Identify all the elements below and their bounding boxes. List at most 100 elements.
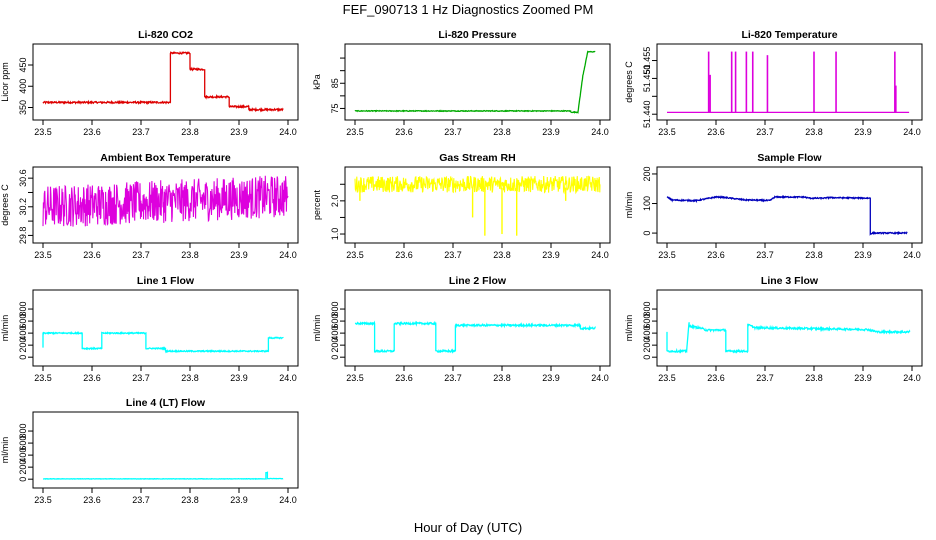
y-tick-label: 200 (642, 338, 652, 353)
y-tick-label: 0 (18, 355, 28, 360)
panel-gas-stream-rh: Gas Stream RH 23.5 23.6 23.7 23.8 23.9 24.0 1.0… (312, 152, 611, 260)
x-tick-label: 23.5 (346, 250, 364, 260)
y-tick-label: 0 (330, 355, 340, 360)
x-tick-label: 23.8 (181, 373, 199, 383)
x-tick-label: 23.7 (756, 127, 774, 137)
x-axis-label: Hour of Day (UTC) (414, 520, 522, 535)
plot-frame (32, 43, 299, 121)
x-tick-label: 23.6 (83, 373, 101, 383)
y-tick-label: 400 (330, 326, 340, 341)
x-tick-label: 23.8 (805, 250, 823, 260)
panel-sample-flow: Sample Flow 23.5 23.6 23.7 23.8 23.9 24.0 0 100 2… (624, 152, 923, 260)
y-axis-label: ml/min (312, 315, 322, 342)
x-tick-label: 23.7 (444, 250, 462, 260)
x-tick-label: 24.0 (591, 250, 609, 260)
x-tick-label: 23.6 (83, 250, 101, 260)
x-tick-label: 23.5 (346, 127, 364, 137)
data-series (42, 175, 289, 227)
y-tick-label: 51.455 (642, 47, 652, 75)
y-tick-label: 200 (18, 338, 28, 353)
y-tick-label: 400 (18, 326, 28, 341)
y-axis-label: percent (312, 189, 322, 220)
y-axis-label: Licor ppm (0, 62, 10, 102)
x-tick-label: 23.6 (395, 127, 413, 137)
y-tick-label: 75 (330, 103, 340, 113)
x-tick-label: 23.9 (230, 495, 248, 505)
y-tick-label: 600 (330, 314, 340, 329)
y-tick-label: 200 (330, 338, 340, 353)
y-tick-label: 30.6 (18, 169, 28, 187)
data-series (666, 322, 911, 354)
data-series (666, 194, 908, 236)
data-series (354, 320, 596, 354)
panel-title: Ambient Box Temperature (100, 152, 231, 164)
x-tick-label: 23.9 (230, 127, 248, 137)
x-tick-label: 23.7 (132, 373, 150, 383)
y-tick-label: 51.440 (642, 100, 652, 128)
data-series (42, 51, 284, 113)
y-tick-label: 200 (642, 166, 652, 181)
panel-title: Line 4 (LT) Flow (126, 397, 206, 409)
y-tick-label: 400 (18, 79, 28, 94)
y-axis-label: ml/min (0, 437, 10, 464)
x-tick-label: 23.8 (493, 127, 511, 137)
x-tick-label: 23.6 (707, 127, 725, 137)
x-tick-label: 23.8 (493, 250, 511, 260)
panel-li-820-temperature: Li-820 Temperature 23.5 23.6 23.7 23.8 23.9 24… (624, 29, 923, 137)
x-tick-label: 23.6 (707, 373, 725, 383)
x-tick-label: 24.0 (279, 373, 297, 383)
y-axis-label: degrees C (0, 184, 10, 226)
y-tick-label: 29.8 (18, 227, 28, 245)
panel-line-1-flow: Line 1 Flow 23.5 23.6 23.7 23.8 23.9 24.0 0 2004… (0, 275, 299, 383)
x-tick-label: 23.5 (34, 495, 52, 505)
x-tick-label: 23.5 (34, 250, 52, 260)
panel-li-820-co2: Li-820 CO2 23.5 23.6 23.7 23.8 23.9 24.0 350 400… (0, 29, 299, 137)
y-tick-label: 600 (18, 314, 28, 329)
x-tick-label: 23.7 (756, 373, 774, 383)
x-tick-label: 23.7 (132, 495, 150, 505)
y-tick-label: 30.2 (18, 198, 28, 216)
x-tick-label: 23.7 (444, 373, 462, 383)
x-tick-label: 23.9 (542, 127, 560, 137)
data-series (354, 50, 596, 114)
x-tick-label: 23.7 (132, 127, 150, 137)
plot-frame (32, 411, 299, 489)
x-tick-label: 24.0 (279, 127, 297, 137)
panel-line-3-flow: Line 3 Flow 23.5 23.6 23.7 23.8 23.9 24.0 0 2004… (624, 275, 923, 383)
data-series (42, 330, 284, 354)
x-tick-label: 23.7 (756, 250, 774, 260)
plot-frame (32, 166, 299, 244)
y-tick-label: 800 (642, 302, 652, 317)
x-tick-label: 23.8 (805, 373, 823, 383)
panel-li-820-pressure: Li-820 Pressure 23.5 23.6 23.7 23.8 23.9 24.0 7… (312, 29, 611, 137)
x-tick-label: 23.8 (493, 373, 511, 383)
x-tick-label: 23.9 (854, 250, 872, 260)
plot-frame (656, 166, 923, 244)
x-tick-label: 23.9 (230, 250, 248, 260)
x-tick-label: 23.8 (805, 127, 823, 137)
y-tick-label: 800 (18, 302, 28, 317)
y-tick-label: 800 (18, 424, 28, 439)
panel-title: Line 1 Flow (137, 275, 195, 287)
x-tick-label: 23.6 (395, 373, 413, 383)
panel-title: Li-820 Pressure (438, 29, 516, 41)
x-tick-label: 23.8 (181, 250, 199, 260)
y-tick-label: 200 (18, 460, 28, 475)
y-tick-label: 400 (18, 448, 28, 463)
x-tick-label: 23.9 (854, 127, 872, 137)
x-tick-label: 23.9 (230, 373, 248, 383)
figure-title: FEF_090713 1 Hz Diagnostics Zoomed PM (343, 2, 594, 17)
y-tick-label: 800 (330, 302, 340, 317)
panel-title: Li-820 CO2 (138, 29, 193, 41)
y-axis-label: ml/min (624, 192, 634, 219)
panel-title: Li-820 Temperature (741, 29, 837, 41)
x-tick-label: 23.6 (395, 250, 413, 260)
x-tick-label: 23.5 (658, 127, 676, 137)
y-axis-label: kPa (312, 74, 322, 90)
plot-frame (656, 289, 923, 367)
y-tick-label: 51.450 (642, 65, 652, 93)
panel-line-2-flow: Line 2 Flow 23.5 23.6 23.7 23.8 23.9 24.0 0 2004… (312, 275, 611, 383)
plot-frame (344, 166, 611, 244)
x-tick-label: 23.9 (542, 250, 560, 260)
